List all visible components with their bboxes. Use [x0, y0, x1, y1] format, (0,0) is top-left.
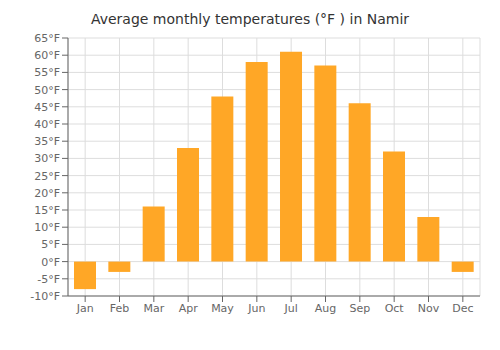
- svg-text:Nov: Nov: [418, 302, 440, 315]
- svg-text:Aug: Aug: [315, 302, 336, 315]
- svg-text:-5°F: -5°F: [37, 273, 60, 286]
- svg-text:0°F: 0°F: [41, 256, 60, 269]
- svg-text:45°F: 45°F: [34, 101, 60, 114]
- svg-text:Sep: Sep: [349, 302, 370, 315]
- svg-text:65°F: 65°F: [34, 32, 60, 45]
- svg-text:Oct: Oct: [385, 302, 405, 315]
- svg-text:30°F: 30°F: [34, 152, 60, 165]
- svg-text:55°F: 55°F: [34, 66, 60, 79]
- svg-text:50°F: 50°F: [34, 84, 60, 97]
- svg-text:Mar: Mar: [143, 302, 164, 315]
- svg-text:Dec: Dec: [452, 302, 473, 315]
- svg-text:60°F: 60°F: [34, 49, 60, 62]
- svg-text:40°F: 40°F: [34, 118, 60, 131]
- svg-text:Jan: Jan: [76, 302, 94, 315]
- svg-text:10°F: 10°F: [34, 221, 60, 234]
- svg-text:May: May: [211, 302, 234, 315]
- svg-text:Jul: Jul: [284, 302, 298, 315]
- html-text:Average monthly temperatures (: Average monthly temperatures (°F ) in Na…: [90, 11, 410, 27]
- svg-text:-10°F: -10°F: [30, 290, 60, 303]
- svg-text:15°F: 15°F: [34, 204, 60, 217]
- svg-text:Jun: Jun: [247, 302, 265, 315]
- svg-text:25°F: 25°F: [34, 170, 60, 183]
- svg-text:35°F: 35°F: [34, 135, 60, 148]
- svg-text:Feb: Feb: [110, 302, 129, 315]
- svg-text:Apr: Apr: [179, 302, 199, 315]
- svg-text:5°F: 5°F: [41, 238, 60, 251]
- svg-text:20°F: 20°F: [34, 187, 60, 200]
